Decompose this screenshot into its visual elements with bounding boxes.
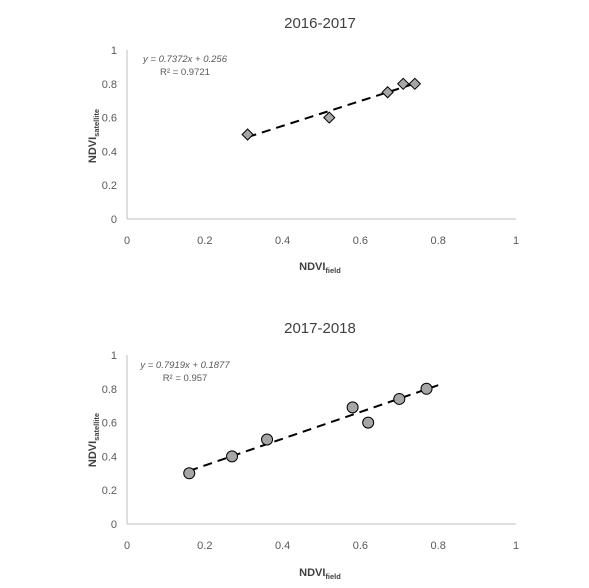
y-tick-label: 0.2: [102, 485, 117, 497]
chart-2-tick-labels: 0 0.2 0.4 0.6 0.8 1 0 0.2 0.4 0.6 0.8 1: [102, 350, 519, 552]
x-tick-label: 1: [513, 235, 519, 247]
y-tick-label: 1: [111, 45, 117, 57]
data-point: [323, 111, 336, 124]
chart-2-r2: R² = 0.957: [163, 373, 208, 384]
chart-panel-2: 2017-2018 y = 0.7919x + 0.1877 R² = 0.95…: [87, 320, 519, 581]
y-tick-label: 0.2: [102, 180, 117, 192]
chart-1-points: [241, 77, 422, 141]
y-tick-label: 0: [111, 214, 117, 226]
chart-2-x-axis-label: NDVIfield: [299, 567, 341, 581]
x-tick-label: 0.2: [197, 540, 212, 552]
chart-2-x-axis-label-sub: field: [325, 572, 341, 581]
chart-1-y-axis-label-main: NDVI: [87, 137, 99, 163]
data-point: [408, 77, 422, 91]
data-point: [393, 392, 406, 405]
x-tick-label: 0: [124, 235, 130, 247]
x-tick-label: 0.6: [353, 235, 368, 247]
chart-2-title: 2017-2018: [284, 320, 356, 337]
chart-2-y-axis-label: NDVIsatellite: [87, 413, 101, 467]
x-tick-label: 0.8: [431, 540, 446, 552]
chart-1-axes: [126, 50, 516, 220]
chart-2-y-axis-label-main: NDVI: [87, 441, 99, 467]
chart-2-equation: y = 0.7919x + 0.1877: [139, 360, 230, 371]
y-tick-label: 0.4: [102, 451, 117, 463]
y-tick-label: 0.6: [102, 113, 117, 125]
chart-2-axes: [126, 355, 516, 525]
data-point: [226, 450, 239, 463]
y-tick-label: 1: [111, 350, 117, 362]
chart-1-equation: y = 0.7372x + 0.256: [142, 54, 228, 65]
y-tick-label: 0.6: [102, 418, 117, 430]
data-point: [261, 433, 274, 446]
chart-1-r2: R² = 0.9721: [160, 67, 210, 78]
chart-2-x-axis-label-main: NDVI: [299, 567, 325, 579]
data-point: [183, 467, 196, 480]
chart-1-title: 2016-2017: [284, 15, 356, 32]
data-point: [241, 128, 254, 141]
x-tick-label: 0.4: [275, 235, 290, 247]
chart-1-tick-labels: 0 0.2 0.4 0.6 0.8 1 0 0.2 0.4 0.6 0.8 1: [102, 45, 519, 247]
data-point: [420, 382, 433, 395]
y-tick-label: 0: [111, 519, 117, 531]
chart-1-x-axis-label-sub: field: [325, 266, 341, 275]
x-tick-label: 0.8: [431, 235, 446, 247]
chart-1-x-axis-label: NDVIfield: [299, 261, 341, 275]
x-tick-label: 0.4: [275, 540, 290, 552]
data-point: [362, 416, 375, 429]
data-point: [381, 86, 394, 99]
chart-1-y-axis-label: NDVIsatellite: [87, 109, 101, 163]
y-tick-label: 0.4: [102, 146, 117, 158]
x-tick-label: 0.2: [197, 235, 212, 247]
x-tick-label: 0.6: [353, 540, 368, 552]
data-point: [396, 77, 410, 91]
chart-1-x-axis-label-main: NDVI: [299, 261, 325, 273]
chart-2-y-axis-label-sub: satellite: [92, 413, 101, 441]
x-tick-label: 1: [513, 540, 519, 552]
chart-panel-1: 2016-2017 y = 0.7372x + 0.256 R² = 0.972…: [87, 15, 519, 275]
y-tick-label: 0.8: [102, 384, 117, 396]
x-tick-label: 0: [124, 540, 130, 552]
y-tick-label: 0.8: [102, 79, 117, 91]
chart-2-points: [183, 382, 433, 480]
chart-1-y-axis-label-sub: satellite: [92, 109, 101, 137]
data-point: [346, 401, 359, 414]
